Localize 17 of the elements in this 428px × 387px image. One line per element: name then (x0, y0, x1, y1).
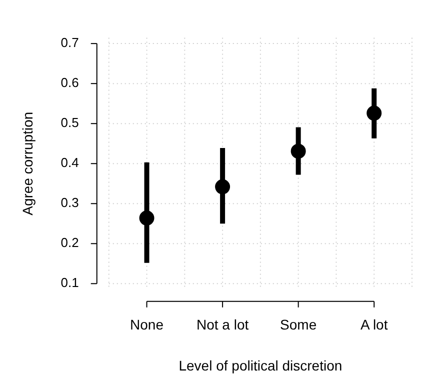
x-tick-label: Some (280, 316, 317, 333)
point (290, 144, 306, 159)
y-tick-label: 0.4 (60, 155, 79, 170)
x-tick-label: A lot (360, 316, 388, 333)
point (366, 106, 382, 121)
x-tick-label: Not a lot (196, 316, 249, 333)
y-axis-title: Agree corruption (19, 112, 36, 216)
point (139, 210, 154, 226)
y-tick-label: 0.7 (60, 35, 79, 50)
y-tick-label: 0.6 (60, 75, 79, 90)
y-tick-label: 0.3 (60, 195, 79, 210)
y-tick-label: 0.5 (60, 115, 79, 130)
x-axis-title: Level of political discretion (178, 357, 342, 374)
y-tick-label: 0.1 (60, 275, 79, 290)
point (215, 179, 230, 194)
y-tick-label: 0.2 (60, 235, 79, 250)
x-tick-label: None (130, 316, 164, 333)
